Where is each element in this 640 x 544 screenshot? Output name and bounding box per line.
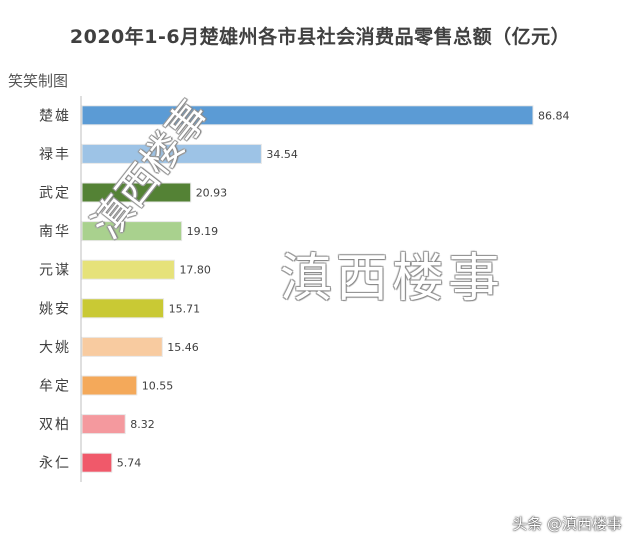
category-label: 永仁 [39,456,71,472]
data-label: 8.32 [130,418,155,431]
category-label: 牟定 [39,379,71,395]
data-label: 86.84 [538,109,570,122]
data-label: 17.80 [179,264,211,277]
category-label: 姚安 [39,301,71,317]
bar [81,143,262,164]
bar [81,259,175,280]
category-label: 元谋 [39,263,71,279]
data-label: 20.93 [196,187,228,200]
category-label: 禄丰 [39,147,71,163]
bar [81,221,183,242]
data-label: 15.46 [167,341,199,354]
data-label: 19.19 [187,225,219,238]
category-label: 武定 [39,186,71,202]
bar [81,414,126,435]
bar [81,298,165,319]
watermark-center: 滇西楼事 [280,249,505,309]
bar [81,105,534,126]
category-label: 南华 [39,224,71,240]
chart-title: 2020年1-6月楚雄州各市县社会消费品零售总额（亿元） [69,26,571,48]
data-label: 34.54 [266,148,298,161]
data-label: 15.71 [169,302,201,315]
bar [81,452,113,473]
data-label: 5.74 [117,457,142,470]
category-label: 大姚 [39,340,71,356]
category-label: 楚雄 [39,108,71,124]
bar [81,336,163,357]
bar [81,375,138,396]
bar [81,182,192,203]
category-label: 双柏 [39,417,71,433]
data-label: 10.55 [142,380,174,393]
maker-label: 笑笑制图 [8,72,69,90]
footer-watermark: 头条 @滇西楼事 [512,515,622,533]
